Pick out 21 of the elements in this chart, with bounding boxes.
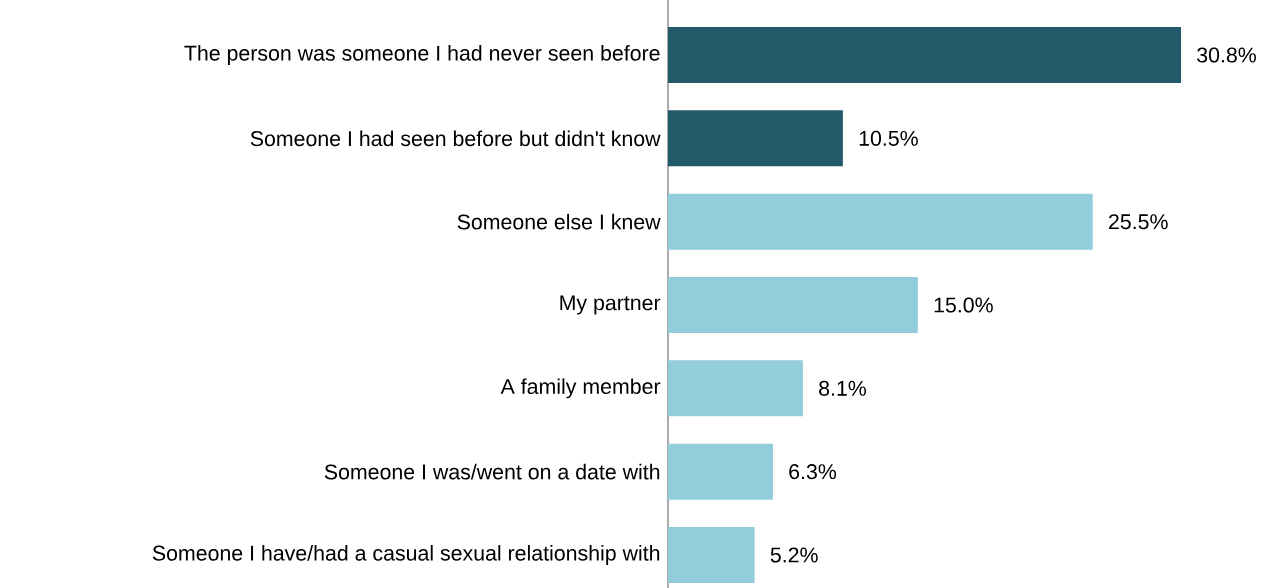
data-label: 5.2% (770, 547, 818, 563)
data-label: 8.1% (819, 380, 867, 396)
y-tick-label: My partner (560, 295, 661, 315)
bar (668, 110, 843, 167)
y-tick-label: Someone I was/went on a date with (324, 463, 660, 480)
bar (668, 193, 1093, 250)
data-label: 30.8% (1197, 47, 1256, 63)
y-tick-label: Someone else I knew (457, 213, 661, 230)
bar (668, 360, 803, 417)
data-label: 25.5% (1109, 214, 1168, 230)
y-tick-label: A family member (500, 378, 661, 399)
y-tick-label: Someone I had seen before but didn't know (250, 130, 661, 147)
bar (668, 27, 1181, 84)
y-tick-label: The person was someone I had never seen before (184, 45, 660, 65)
y-tick-label: Someone I have/had a casual sexual relationship with (152, 545, 660, 565)
data-label: 15.0% (934, 297, 993, 313)
bar (668, 443, 773, 500)
bar (668, 277, 918, 333)
data-label: 6.3% (789, 464, 837, 480)
bar (668, 526, 755, 583)
data-label: 10.5% (859, 130, 918, 146)
